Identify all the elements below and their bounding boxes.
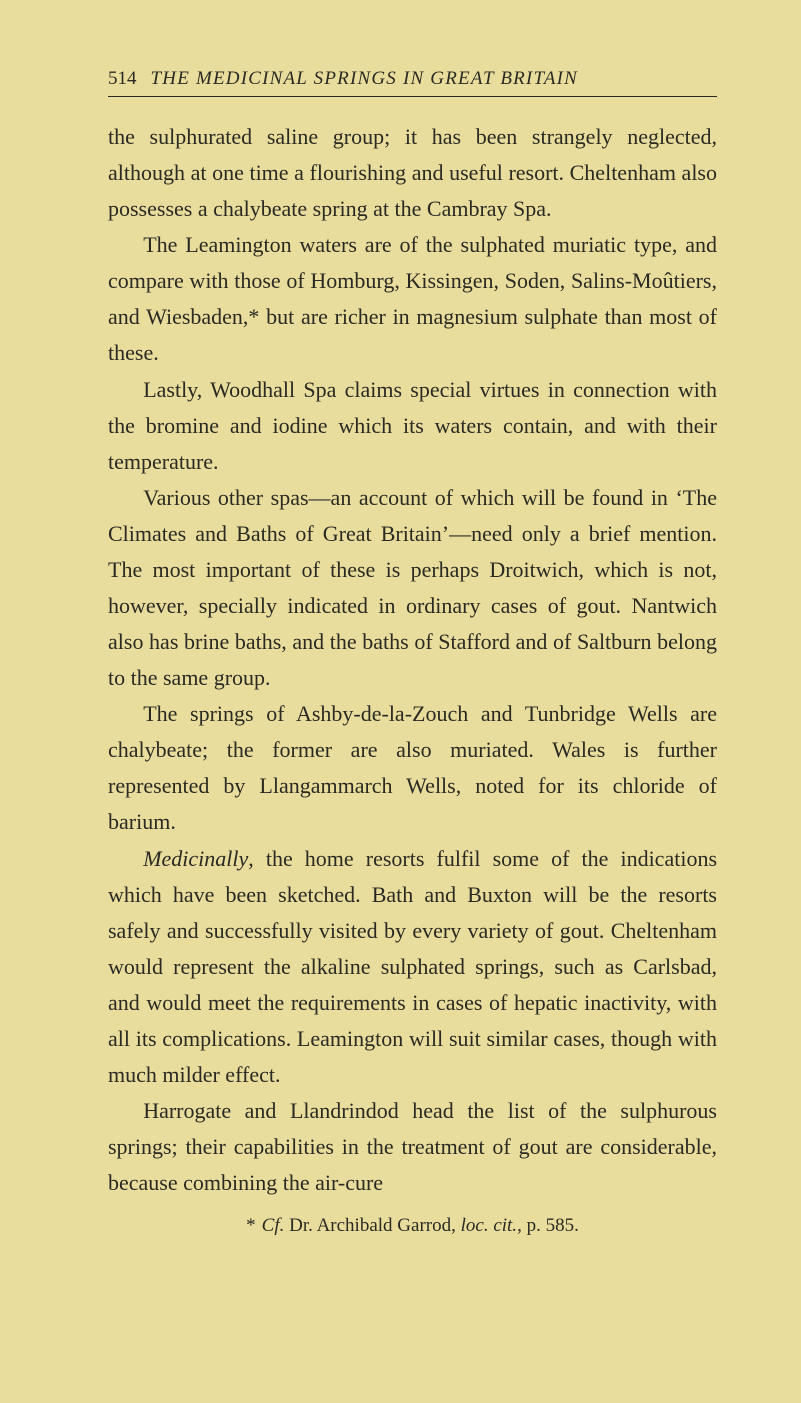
paragraph-6-rest: , the home resorts fulfil some of the in…	[108, 846, 717, 1087]
paragraph-6: Medicinally, the home resorts fulfil som…	[108, 841, 717, 1094]
paragraph-3: Lastly, Woodhall Spa claims special virt…	[108, 372, 717, 480]
page-number: 514	[108, 68, 137, 90]
head-rule	[108, 96, 717, 97]
footnote-marker: *	[246, 1215, 256, 1236]
paragraph-5: The springs of Ashby-de-la-Zouch and Tun…	[108, 696, 717, 840]
footnote-loc-italic: loc. cit.	[461, 1215, 517, 1236]
footnote-author: Dr. Archibald Garrod,	[284, 1215, 460, 1236]
footnote: * Cf. Dr. Archibald Garrod, loc. cit., p.…	[108, 1213, 717, 1240]
paragraph-6-lead-italic: Medicinally	[143, 846, 248, 871]
paragraph-7: Harrogate and Llandrindod head the list …	[108, 1093, 717, 1201]
running-head: 514 THE MEDICINAL SPRINGS IN GREAT BRITA…	[108, 68, 717, 90]
paragraph-4: Various other spas—an account of which w…	[108, 480, 717, 696]
running-title: THE MEDICINAL SPRINGS IN GREAT BRITAIN	[151, 68, 579, 90]
paragraph-1: the sulphurated saline group; it has bee…	[108, 119, 717, 227]
footnote-page-ref: , p. 585.	[517, 1215, 579, 1236]
paragraph-2: The Leamington waters are of the sulphat…	[108, 227, 717, 371]
footnote-cf-italic: Cf.	[262, 1215, 285, 1236]
body-text: the sulphurated saline group; it has bee…	[108, 119, 717, 1201]
book-page: 514 THE MEDICINAL SPRINGS IN GREAT BRITA…	[0, 0, 801, 1403]
